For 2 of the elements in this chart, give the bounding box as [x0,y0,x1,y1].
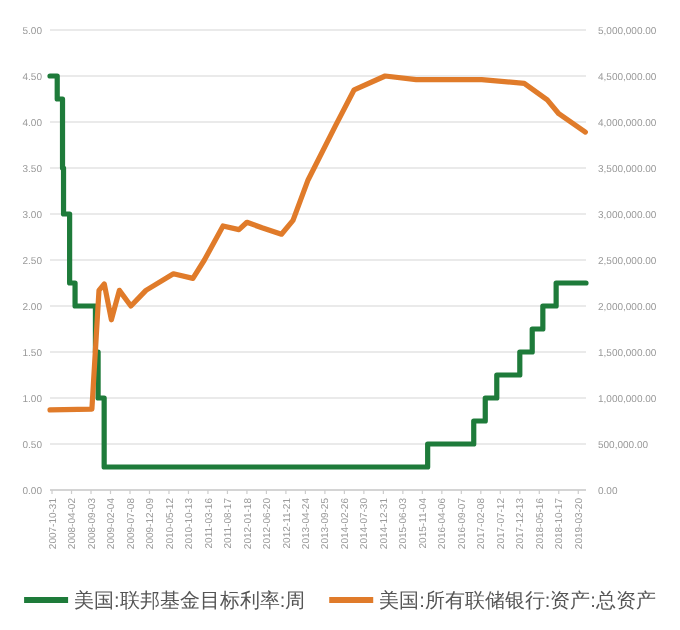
legend-label: 美国:所有联储银行:资产:总资产 [379,589,656,613]
legend-label: 美国:联邦基金目标利率:周 [74,589,306,613]
